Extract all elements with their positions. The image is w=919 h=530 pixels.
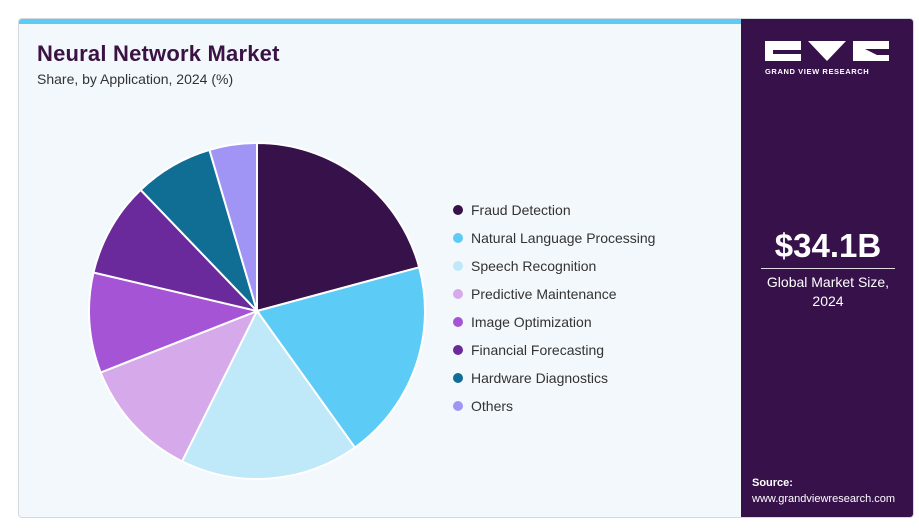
pie-slice-predictive-maintenance xyxy=(99,309,260,463)
brand-name: GRAND VIEW RESEARCH xyxy=(765,67,870,76)
accent-bar xyxy=(19,19,741,24)
pie-slice-natural-language-processing xyxy=(255,266,426,449)
pie-slice-speech-recognition xyxy=(180,309,357,480)
legend-swatch-icon xyxy=(453,233,463,243)
legend-label: Others xyxy=(471,398,514,414)
pie-slice-fraud-detection xyxy=(256,141,421,313)
legend-label: Image Optimization xyxy=(471,314,592,330)
legend-label: Financial Forecasting xyxy=(471,342,605,358)
legend-item: Image Optimization xyxy=(453,308,655,336)
legend-label: Predictive Maintenance xyxy=(471,286,617,302)
legend-item: Speech Recognition xyxy=(453,252,655,280)
legend-label: Fraud Detection xyxy=(471,202,571,218)
legend-swatch-icon xyxy=(453,289,463,299)
legend-swatch-icon xyxy=(453,205,463,215)
legend-label: Hardware Diagnostics xyxy=(471,370,608,386)
source-url: www.grandviewresearch.com xyxy=(752,493,896,505)
brand-logo: GRAND VIEW RESEARCH xyxy=(765,41,893,76)
chart-card: Neural Network Market Share, by Applicat… xyxy=(18,18,914,518)
legend-swatch-icon xyxy=(453,401,463,411)
market-size-value: $34.1B xyxy=(774,227,882,264)
pie-slice-image-optimization xyxy=(88,271,261,374)
divider xyxy=(761,268,895,269)
legend-swatch-icon xyxy=(453,373,463,383)
legend-item: Others xyxy=(453,392,655,420)
legend-label: Natural Language Processing xyxy=(471,230,656,246)
chart-subtitle: Share, by Application, 2024 (%) xyxy=(37,71,234,87)
pie-slice-financial-forecasting xyxy=(92,188,261,313)
summary-sidebar: GRAND VIEW RESEARCH $34.1B Global Market… xyxy=(741,19,913,517)
pie-slice-others xyxy=(208,141,258,312)
chart-legend: Fraud Detection Natural Language Processi… xyxy=(453,196,655,420)
legend-swatch-icon xyxy=(453,317,463,327)
gvr-logo-icon xyxy=(765,41,889,61)
legend-item: Financial Forecasting xyxy=(453,336,655,364)
legend-label: Speech Recognition xyxy=(471,258,597,274)
pie-chart xyxy=(88,141,426,480)
legend-item: Fraud Detection xyxy=(453,196,655,224)
market-size-label-line2: 2024 xyxy=(812,293,844,309)
legend-item: Predictive Maintenance xyxy=(453,280,655,308)
legend-swatch-icon xyxy=(453,261,463,271)
market-size-label: Global Market Size, 2024 xyxy=(741,273,913,311)
chart-title: Neural Network Market xyxy=(37,41,280,66)
market-size-label-line1: Global Market Size, xyxy=(766,274,890,290)
source-label: Source: xyxy=(752,477,793,489)
legend-swatch-icon xyxy=(453,345,463,355)
legend-item: Hardware Diagnostics xyxy=(453,364,655,392)
legend-item: Natural Language Processing xyxy=(453,224,655,252)
